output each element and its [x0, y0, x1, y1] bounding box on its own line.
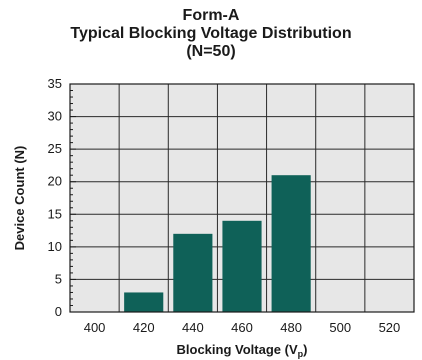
- bar-460: [222, 220, 262, 312]
- bar-480: [271, 175, 311, 312]
- chart-title-line-3: (N=50): [186, 43, 236, 60]
- bar-420: [124, 292, 164, 312]
- y-tick-label-15: 15: [48, 206, 62, 221]
- y-tick-label-20: 20: [48, 174, 62, 189]
- x-tick-label-480: 480: [280, 320, 302, 335]
- y-tick-label-35: 35: [48, 76, 62, 91]
- y-tick-label-25: 25: [48, 141, 62, 156]
- bar-series: [124, 175, 311, 312]
- y-tick-labels: 0 5 10 15 20 25 30 35: [48, 76, 62, 319]
- x-tick-label-400: 400: [84, 320, 106, 335]
- x-axis-label-suffix: ): [303, 342, 307, 357]
- grid-lines: [69, 83, 415, 313]
- axes: [69, 83, 415, 313]
- chart-title-line-1: Form-A: [182, 7, 240, 24]
- x-axis-label-subscript: p: [298, 349, 304, 359]
- x-tick-label-460: 460: [231, 320, 253, 335]
- bar-440: [173, 233, 213, 312]
- chart-title-line-2: Typical Blocking Voltage Distribution: [70, 25, 352, 42]
- y-axis-label: Device Count (N): [12, 146, 27, 251]
- x-axis-label-main: Blocking Voltage (V: [177, 342, 298, 357]
- plot-frame: [69, 83, 415, 313]
- x-tick-label-500: 500: [329, 320, 351, 335]
- x-tick-label-440: 440: [182, 320, 204, 335]
- x-tick-label-420: 420: [133, 320, 155, 335]
- x-axis-label: Blocking Voltage (Vp): [177, 342, 308, 359]
- x-tick-labels: 400 420 440 460 480 500 520: [84, 320, 401, 335]
- y-tick-label-10: 10: [48, 239, 62, 254]
- y-tick-label-0: 0: [55, 304, 62, 319]
- x-tick-label-520: 520: [379, 320, 401, 335]
- y-tick-label-5: 5: [55, 271, 62, 286]
- y-tick-label-30: 30: [48, 109, 62, 124]
